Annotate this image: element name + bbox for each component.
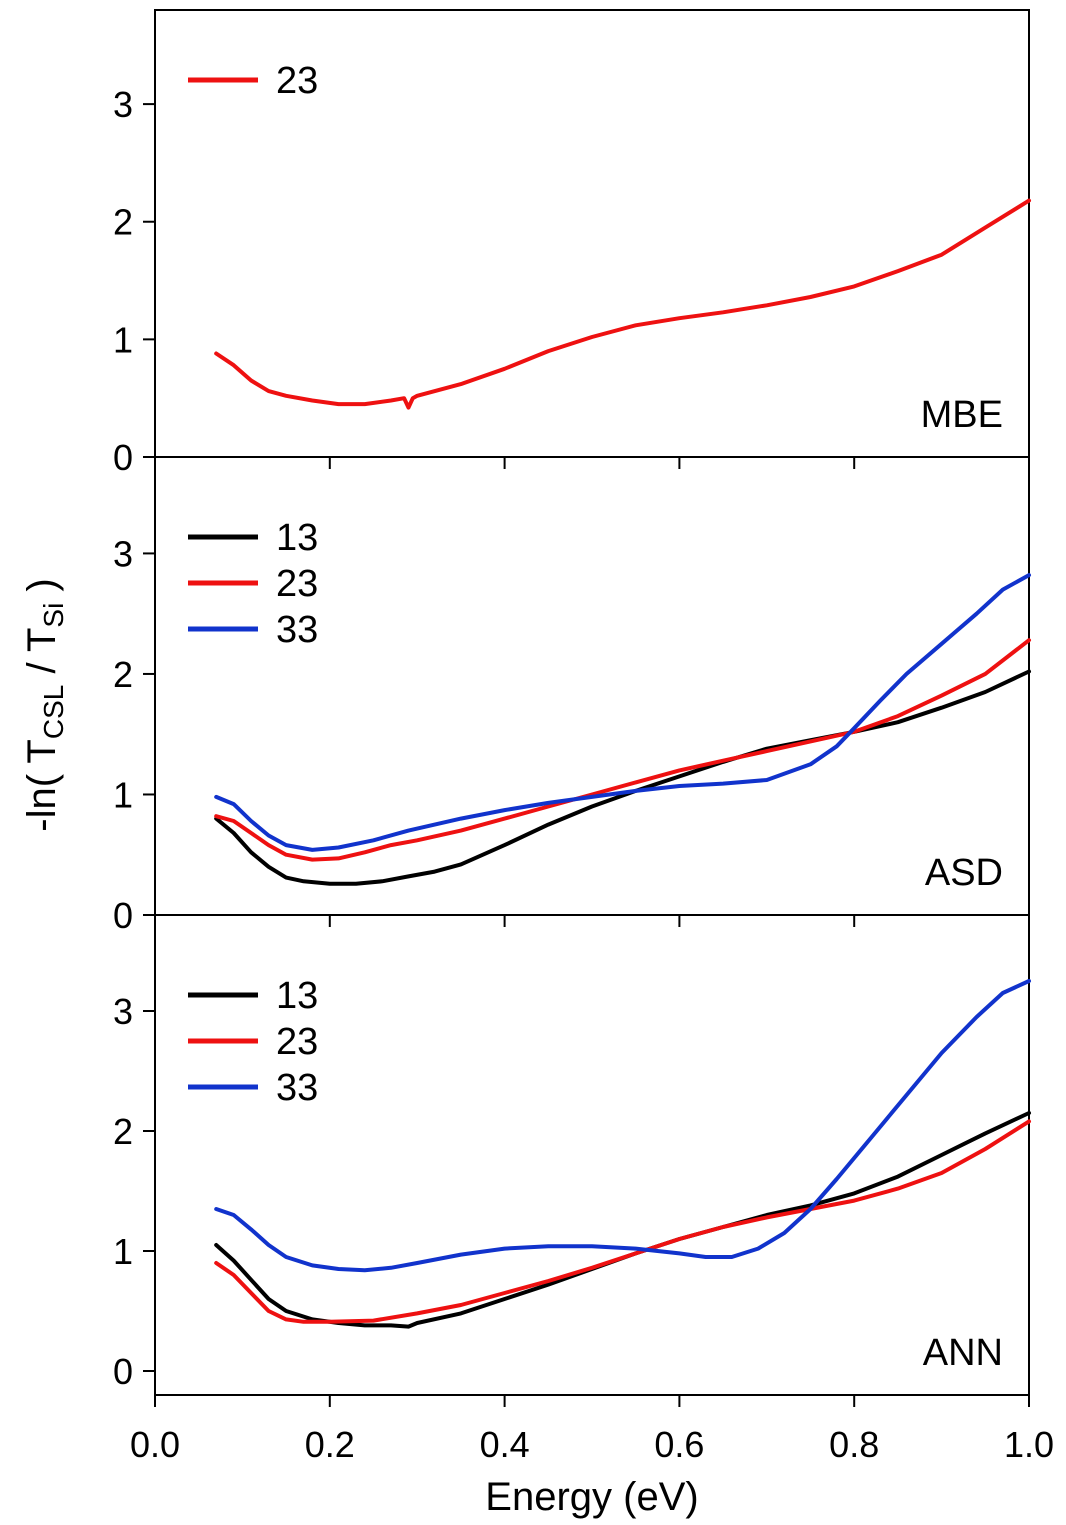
y-tick-label: 0 xyxy=(113,437,133,478)
legend-label-13: 13 xyxy=(276,975,318,1017)
series-line-33 xyxy=(214,979,1031,1273)
y-tick-label: 1 xyxy=(113,319,133,360)
y-axis-title-middle: / T xyxy=(20,628,64,685)
y-tick-label: 0 xyxy=(113,1351,133,1392)
y-tick-label: 3 xyxy=(113,991,133,1032)
x-tick-label: 0.4 xyxy=(480,1424,530,1465)
panel-label: ANN xyxy=(923,1332,1003,1374)
x-axis-title: Energy (eV) xyxy=(485,1475,698,1519)
y-tick-label: 0 xyxy=(113,895,133,936)
series-line-23 xyxy=(214,198,1031,410)
panel-label: ASD xyxy=(925,852,1003,894)
y-axis-title-sub2: Si xyxy=(38,603,69,628)
legend-label-23: 23 xyxy=(276,1021,318,1063)
legend-label-23: 23 xyxy=(276,60,318,102)
y-axis-title: -ln( TCSL / TSi ) xyxy=(20,578,69,831)
x-tick-label: 0.8 xyxy=(829,1424,879,1465)
legend-label-13: 13 xyxy=(276,517,318,559)
x-tick-label: 0.2 xyxy=(305,1424,355,1465)
legend-label-33: 33 xyxy=(276,609,318,651)
series-line-13 xyxy=(214,669,1031,886)
panel-frame xyxy=(154,914,1030,1396)
series-line-13 xyxy=(214,1111,1031,1329)
y-tick-label: 2 xyxy=(113,1111,133,1152)
y-tick-label: 1 xyxy=(113,1231,133,1272)
y-axis-title-sub1: CSL xyxy=(38,685,69,739)
x-tick-label: 0.0 xyxy=(130,1424,180,1465)
legend-label-33: 33 xyxy=(276,1067,318,1109)
x-tick-label: 0.6 xyxy=(654,1424,704,1465)
y-axis-title-prefix: -ln( T xyxy=(20,739,64,832)
series-line-23 xyxy=(214,638,1031,862)
x-axis: 0.0 0.2 0.4 0.6 0.8 1.0 xyxy=(130,1424,1054,1465)
y-tick-label: 3 xyxy=(113,84,133,125)
y-axis-title-suffix: ) xyxy=(20,578,64,602)
y-tick-label: 3 xyxy=(113,533,133,574)
series-line-33 xyxy=(214,573,1031,852)
y-tick-label: 1 xyxy=(113,774,133,815)
y-tick-label: 2 xyxy=(113,654,133,695)
y-tick-label: 2 xyxy=(113,202,133,243)
legend-label-23: 23 xyxy=(276,563,318,605)
panel-label: MBE xyxy=(921,394,1003,436)
series-line-23 xyxy=(214,1119,1031,1324)
x-tick-label: 1.0 xyxy=(1004,1424,1054,1465)
